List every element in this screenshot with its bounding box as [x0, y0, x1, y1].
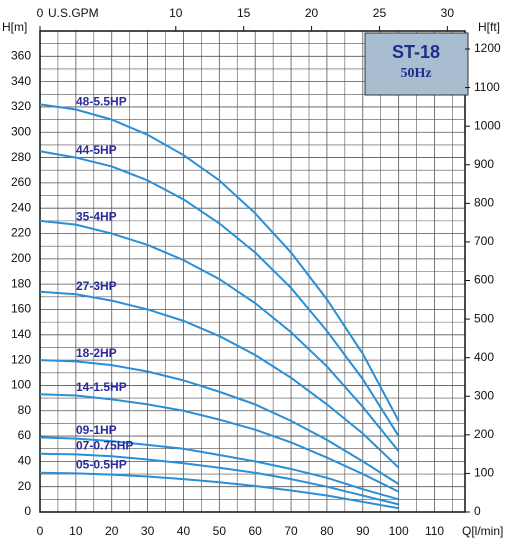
y-tick-label: 320 — [11, 99, 31, 113]
y-tick-label: 340 — [11, 74, 31, 88]
series-label: 27-3HP — [76, 279, 117, 293]
x-tick-label: 0 — [37, 524, 44, 538]
y-tick-label: 140 — [11, 327, 31, 341]
x-tick-label: 10 — [69, 524, 83, 538]
series-label: 35-4HP — [76, 210, 117, 224]
y2-tick-label: 200 — [474, 427, 494, 441]
y2-tick-label: 800 — [474, 196, 494, 210]
y2-tick-label: 100 — [474, 466, 494, 480]
y-tick-label: 300 — [11, 124, 31, 138]
x-tick-label: 100 — [389, 524, 409, 538]
curve — [39, 150, 400, 437]
series-label: 14-1.5HP — [76, 380, 127, 394]
y2-tick-label: 900 — [474, 157, 494, 171]
y-tick-label: 60 — [18, 428, 32, 442]
x-tick-label: 20 — [105, 524, 119, 538]
y2-tick-label: 300 — [474, 388, 494, 402]
x-tick-label: 30 — [141, 524, 155, 538]
x2-tick-label: 30 — [441, 6, 455, 20]
model-box — [364, 32, 469, 96]
chart-title: ST-18 — [392, 42, 440, 62]
curve — [39, 393, 400, 493]
y-tick-label: 120 — [11, 352, 31, 366]
y-tick-label: 260 — [11, 175, 31, 189]
series-label: 44-5HP — [76, 143, 117, 157]
x2-tick-label: 0 — [37, 6, 44, 20]
y-tick-label: 200 — [11, 251, 31, 265]
x-axis-label: Q[l/min] — [462, 524, 503, 538]
x-tick-label: 110 — [425, 524, 444, 538]
y2-tick-label: 600 — [474, 273, 494, 287]
y-tick-label: 180 — [11, 276, 31, 290]
series-label: 09-1HP — [76, 423, 117, 437]
x-tick-label: 80 — [320, 524, 334, 538]
x-tick-label: 50 — [213, 524, 227, 538]
series-label: 05-0.5HP — [76, 458, 127, 472]
x-tick-label: 40 — [177, 524, 191, 538]
y-tick-label: 80 — [18, 403, 32, 417]
y-tick-label: 20 — [18, 479, 32, 493]
y-tick-label: 40 — [18, 454, 32, 468]
y-tick-label: 240 — [11, 200, 31, 214]
series-label: 07-0.75HP — [76, 439, 133, 453]
chart-subtitle: 50Hz — [400, 66, 431, 81]
x-tick-label: 70 — [284, 524, 298, 538]
x2-tick-label: 10 — [169, 6, 183, 20]
x2-tick-label: 15 — [237, 6, 251, 20]
y-tick-label: 220 — [11, 226, 31, 240]
y2-axis-label: H[ft] — [478, 20, 500, 34]
y-tick-label: 360 — [11, 48, 31, 62]
y2-tick-label: 1100 — [474, 80, 500, 94]
curve — [39, 436, 399, 501]
series-label: 48-5.5HP — [76, 95, 127, 109]
y-axis-label: H[m] — [2, 20, 27, 34]
y-tick-label: 160 — [11, 302, 31, 316]
y2-tick-label: 0 — [474, 504, 481, 518]
y2-tick-label: 1200 — [474, 41, 501, 55]
y-tick-label: 100 — [11, 378, 31, 392]
y-tick-label: 280 — [11, 150, 31, 164]
curve — [39, 290, 400, 469]
x-tick-label: 90 — [356, 524, 370, 538]
curve — [39, 219, 400, 452]
x2-tick-label: 25 — [373, 6, 387, 20]
curve — [39, 452, 399, 506]
y-tick-label: 0 — [24, 504, 31, 518]
y2-tick-label: 500 — [474, 311, 494, 325]
curve — [39, 471, 399, 510]
y2-tick-label: 1000 — [474, 118, 501, 132]
y2-tick-label: 700 — [474, 234, 494, 248]
x2-tick-label: 20 — [305, 6, 319, 20]
y2-tick-label: 400 — [474, 350, 494, 364]
x2-axis-label: U.S.GPM — [48, 6, 99, 20]
x-tick-label: 60 — [249, 524, 263, 538]
series-label: 18-2HP — [76, 346, 117, 360]
curve — [39, 103, 400, 422]
plot-frame — [39, 30, 466, 513]
curve — [39, 359, 400, 485]
